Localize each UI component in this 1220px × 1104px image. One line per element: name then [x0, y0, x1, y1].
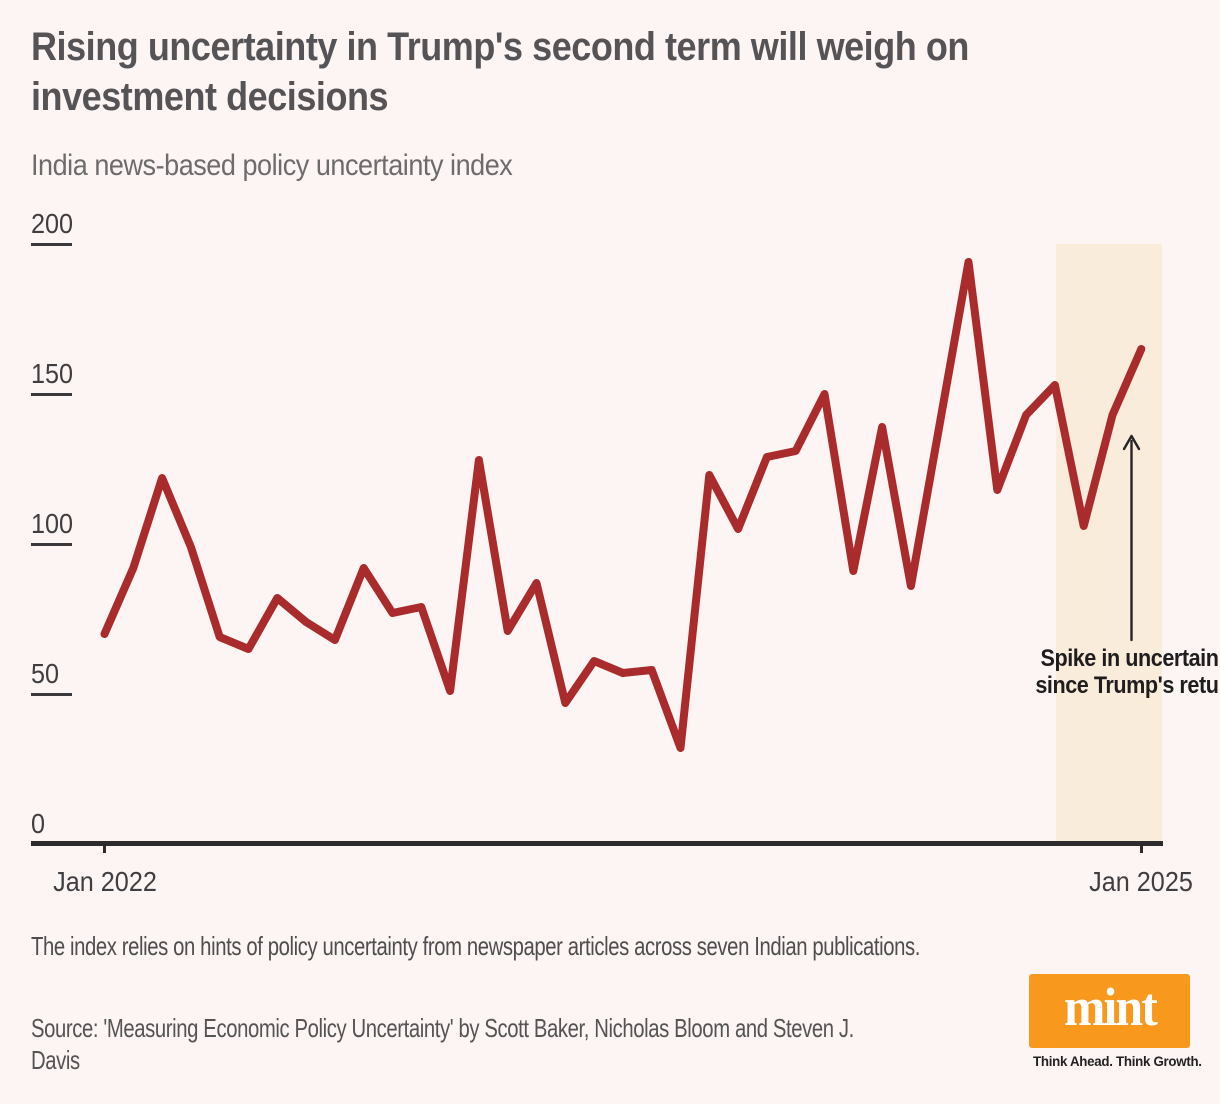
source-line-2: Davis: [31, 1045, 80, 1075]
x-tick-mark-jan-2022: [103, 846, 106, 853]
y-tick-label-150: 150: [31, 358, 74, 389]
page-title: Rising uncertainty in Trump's second ter…: [31, 22, 969, 122]
methodology-note: The index relies on hints of policy unce…: [31, 931, 921, 961]
y-tick-mark-200: [31, 242, 72, 246]
page-title-line-1: Rising uncertainty in Trump's second ter…: [31, 25, 969, 69]
trump-term-highlight-band: [1056, 244, 1163, 841]
x-tick-label-jan-2022: Jan 2022: [52, 866, 157, 897]
source-line-1: Source: 'Measuring Economic Policy Uncer…: [31, 1013, 854, 1043]
mint-tagline: Think Ahead. Think Growth.: [1033, 1053, 1202, 1069]
y-tick-label-0: 0: [31, 808, 46, 839]
mint-logo-text: mint: [1063, 977, 1158, 1037]
chart-subtitle: India news-based policy uncertainty inde…: [31, 149, 513, 182]
x-tick-mark-jan-2025: [1139, 846, 1143, 853]
spike-annotation-line-1: Spike in uncertain: [1040, 645, 1218, 672]
x-axis-line: [31, 841, 1163, 846]
page-title-line-2: investment decisions: [31, 75, 389, 119]
y-tick-mark-100: [31, 542, 72, 546]
mint-logo: mint: [1029, 974, 1190, 1048]
y-tick-label-50: 50: [31, 658, 60, 689]
y-tick-mark-50: [31, 692, 72, 696]
y-tick-label-100: 100: [31, 508, 74, 539]
spike-annotation: Spike in uncertain since Trump's retu: [1034, 645, 1219, 699]
uncertainty-line: [100, 258, 1146, 752]
spike-annotation-line-2: since Trump's retu: [1034, 672, 1219, 699]
x-tick-label-jan-2025: Jan 2025: [1089, 866, 1194, 897]
y-tick-mark-150: [31, 392, 72, 396]
y-tick-label-200: 200: [31, 208, 74, 239]
source-note: Source: 'Measuring Economic Policy Uncer…: [31, 1012, 854, 1076]
